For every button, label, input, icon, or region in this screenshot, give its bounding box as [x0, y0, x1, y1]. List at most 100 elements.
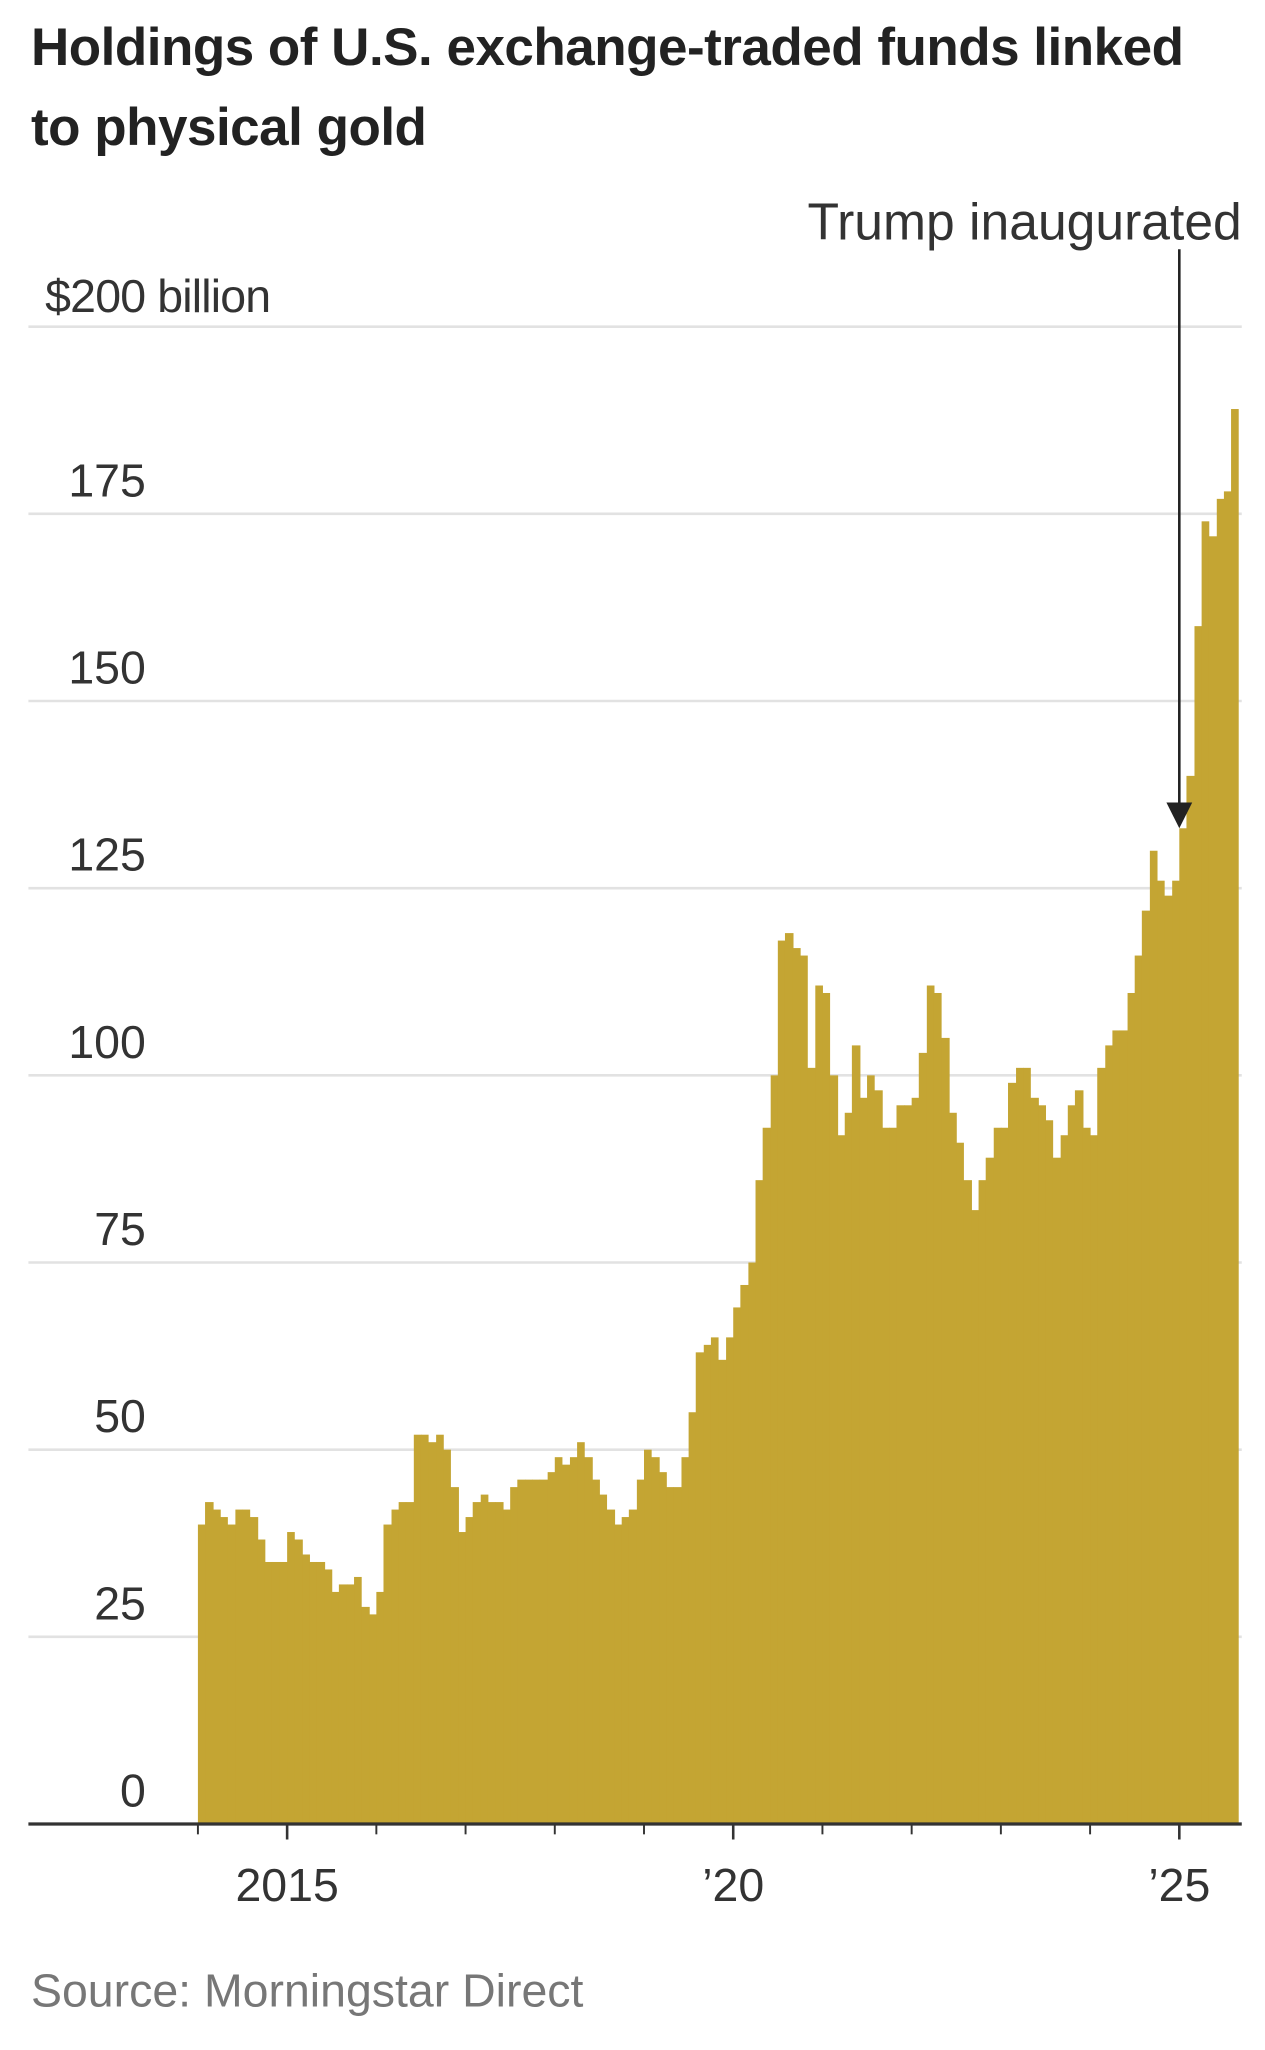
- bar: [1231, 409, 1239, 1825]
- x-tick-label: ’20: [702, 1859, 764, 1911]
- bar: [465, 1517, 474, 1825]
- bar: [235, 1509, 244, 1825]
- bar: [599, 1494, 608, 1825]
- bar: [1090, 1135, 1098, 1825]
- bar: [316, 1561, 326, 1825]
- bar: [1186, 775, 1195, 1825]
- bar: [420, 1434, 429, 1825]
- bar: [205, 1502, 214, 1825]
- bar: [628, 1509, 638, 1825]
- y-tick-label: 175: [68, 454, 146, 506]
- bar: [561, 1464, 571, 1825]
- bar: [369, 1614, 377, 1825]
- bar: [1074, 1090, 1084, 1825]
- bar: [851, 1045, 861, 1825]
- bar: [621, 1517, 630, 1825]
- bar: [1030, 1097, 1039, 1825]
- bar: [1208, 536, 1218, 1825]
- y-tick-label: 50: [94, 1390, 146, 1442]
- x-tick-label: 2015: [235, 1859, 338, 1911]
- y-tick-label: 100: [68, 1016, 146, 1068]
- bar: [1016, 1067, 1024, 1825]
- bar: [784, 933, 794, 1825]
- bar: [1127, 992, 1136, 1825]
- bar: [748, 1262, 757, 1825]
- bar: [287, 1532, 295, 1825]
- bar: [197, 1524, 206, 1825]
- bar: [1141, 910, 1151, 1825]
- bar: [993, 1127, 1002, 1825]
- bar: [710, 1337, 719, 1825]
- bar: [1216, 498, 1225, 1825]
- bar: [904, 1105, 913, 1825]
- bar: [815, 985, 823, 1825]
- bar: [636, 1479, 645, 1825]
- bar: [681, 1457, 690, 1825]
- bar: [331, 1591, 340, 1825]
- bar: [963, 1180, 972, 1825]
- bar: [338, 1584, 348, 1825]
- bar: [882, 1127, 890, 1825]
- bar: [762, 1127, 772, 1825]
- bar: [644, 1449, 652, 1825]
- bar: [926, 985, 935, 1825]
- bar: [413, 1434, 422, 1825]
- bar: [1045, 1120, 1054, 1825]
- bar: [918, 1052, 928, 1825]
- bar: [792, 948, 801, 1825]
- bar: [450, 1487, 459, 1825]
- bar: [443, 1449, 451, 1825]
- bar: [398, 1502, 407, 1825]
- bar: [257, 1539, 266, 1825]
- bar: [837, 1135, 846, 1825]
- bar: [1008, 1082, 1017, 1825]
- bar: [688, 1412, 697, 1825]
- bar: [405, 1502, 415, 1825]
- bar: [592, 1479, 600, 1825]
- annotation-text: Trump inaugurated: [807, 193, 1241, 251]
- bar: [577, 1442, 585, 1825]
- x-tick-label: ’25: [1148, 1859, 1210, 1911]
- bar: [391, 1509, 400, 1825]
- bar: [614, 1524, 623, 1825]
- bar: [1052, 1157, 1062, 1825]
- bar: [271, 1561, 281, 1825]
- chart-title: Holdings of U.S. exchange-traded funds l…: [31, 18, 1184, 157]
- bar: [985, 1157, 995, 1825]
- bar: [933, 992, 942, 1825]
- bar: [1194, 626, 1203, 1825]
- bar: [1112, 1030, 1121, 1825]
- bar: [346, 1584, 355, 1825]
- bar: [971, 1210, 980, 1825]
- bar: [503, 1509, 511, 1825]
- bar: [1082, 1127, 1091, 1825]
- bar: [220, 1517, 228, 1825]
- bar: [807, 1067, 816, 1825]
- bar: [376, 1591, 385, 1825]
- bar: [1164, 895, 1173, 1825]
- bar: [264, 1561, 273, 1825]
- bar: [703, 1344, 712, 1825]
- bar: [1201, 521, 1210, 1825]
- bar: [1105, 1045, 1113, 1825]
- bar: [874, 1090, 883, 1825]
- bar: [844, 1112, 853, 1825]
- bar: [740, 1284, 749, 1825]
- bar: [279, 1561, 288, 1825]
- source: Source: Morningstar Direct: [31, 1965, 584, 2017]
- bar: [941, 1037, 950, 1825]
- bar: [213, 1509, 221, 1825]
- bar: [249, 1517, 259, 1825]
- bar: [227, 1524, 236, 1825]
- bar: [487, 1502, 496, 1825]
- bar: [1134, 955, 1143, 1825]
- y-tick-label: 0: [120, 1765, 146, 1817]
- bar: [949, 1112, 957, 1825]
- bar: [733, 1307, 741, 1825]
- bar: [436, 1434, 444, 1825]
- bar: [1149, 850, 1158, 1825]
- bar: [532, 1479, 541, 1825]
- bar: [472, 1502, 482, 1825]
- bar: [569, 1457, 578, 1825]
